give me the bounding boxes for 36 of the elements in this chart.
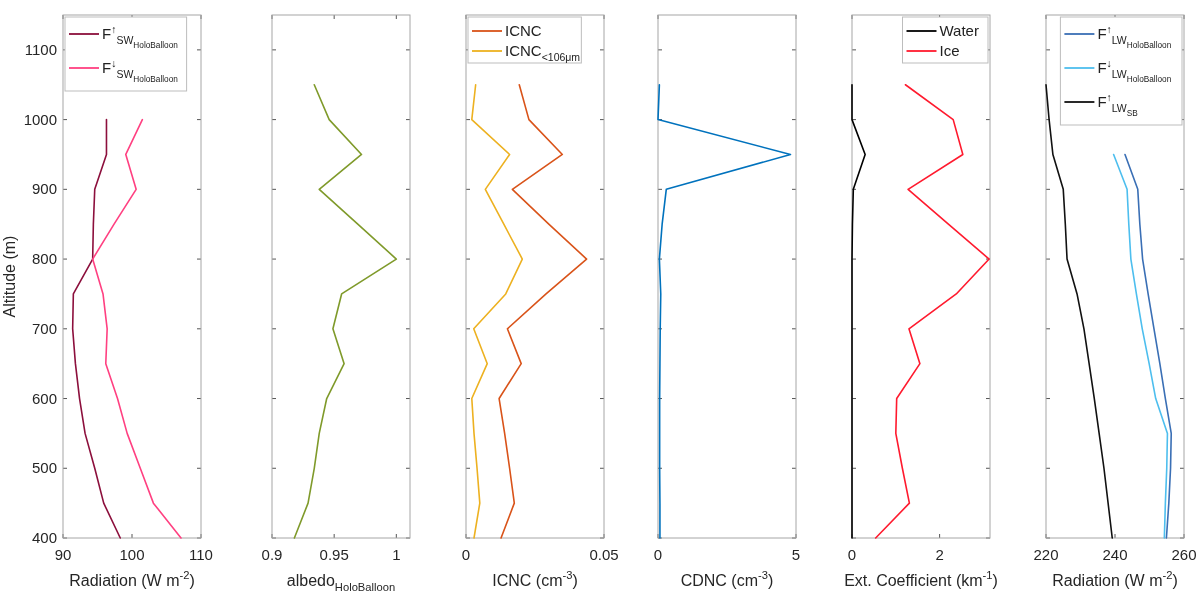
x-axis-title: CDNC (cm$^{-3}$): [680, 569, 774, 589]
x-tick-label: 5: [791, 546, 801, 563]
x-axis-title: Ext. Coefficient (km$^{-1}$): [844, 569, 998, 589]
x-tick-label: 0: [461, 546, 471, 563]
y-tick-label: 700: [31, 319, 57, 337]
y-tick-label: 900: [31, 180, 57, 198]
y-tick-label: 1000: [23, 110, 57, 128]
x-tick-label: 260: [1171, 546, 1197, 563]
x-tick-label: 90: [54, 546, 72, 563]
x-tick-label: 1: [392, 546, 401, 563]
legend-label: ICNC: [505, 22, 542, 39]
y-tick-label: 1100: [24, 40, 57, 58]
x-tick-label: 0: [653, 546, 663, 563]
x-tick-label: 100: [119, 546, 145, 563]
x-axis-title: Radiation (W m$^{-2}$): [69, 569, 195, 589]
y-axis-title: Altitude (m): [1, 235, 18, 318]
line-series: [91, 118, 182, 539]
x-tick-label: 0.95: [319, 546, 349, 563]
legend-label: Ice: [939, 42, 960, 59]
x-tick-label: 110: [189, 546, 213, 563]
y-tick-label: 400: [31, 529, 57, 546]
legend-label: ICNC$_{<106μm}$: [505, 42, 581, 63]
x-axis-title: ICNC (cm$^{-3}$): [492, 569, 578, 589]
x-tick-label: 0: [847, 546, 857, 563]
x-tick-label: 2: [935, 546, 944, 563]
y-tick-label: 800: [31, 250, 57, 268]
x-tick-label: 0.05: [589, 546, 619, 563]
line-series: [71, 118, 122, 539]
legend-label: Water: [939, 22, 979, 39]
x-tick-label: 0.9: [261, 546, 283, 563]
x-axis-title: albedo$_{HoloBalloon}$: [286, 572, 396, 593]
y-tick-label: 600: [31, 389, 57, 407]
y-tick-label: 500: [31, 459, 57, 477]
x-tick-label: 240: [1102, 546, 1128, 563]
x-tick-label: 220: [1033, 546, 1059, 563]
x-axis-title: Radiation (W m$^{-2}$): [1052, 569, 1178, 589]
